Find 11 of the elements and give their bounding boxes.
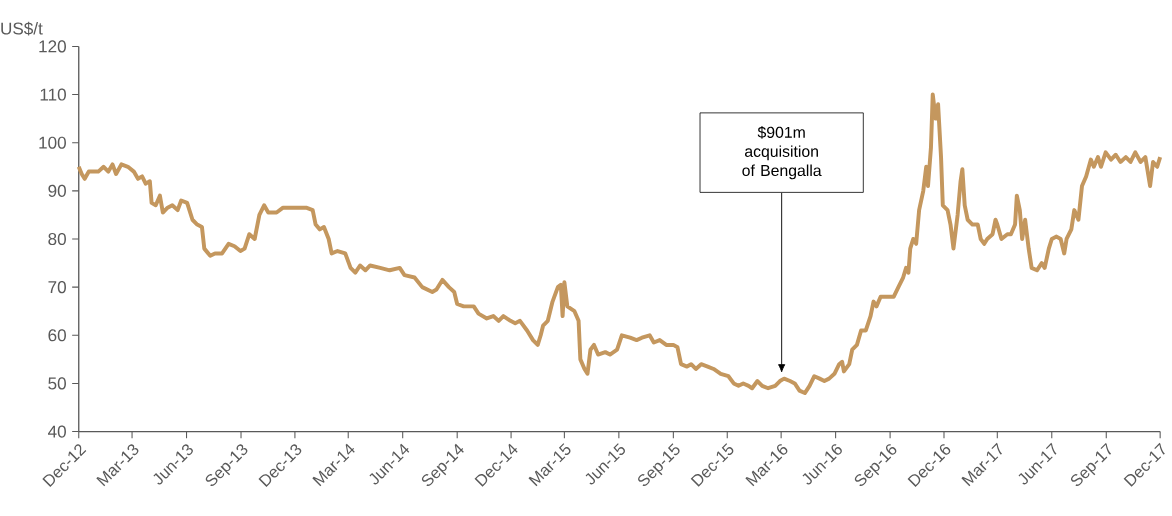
y-tick-label: 60 [48,329,66,342]
y-tick-label: 120 [39,40,66,53]
y-tick-label: 90 [48,185,66,198]
y-tick-label: 40 [47,425,66,438]
annotation: $901m acquisition of Bengalla [742,126,822,180]
y-tick-label: 50 [48,377,66,390]
y-tick-label: 110 [40,88,66,101]
y-tick-label: 100 [39,136,66,149]
y-tick-label: 80 [48,233,66,246]
y-axis-title: US$/t [1,21,43,36]
y-tick-label: 70 [48,281,66,294]
